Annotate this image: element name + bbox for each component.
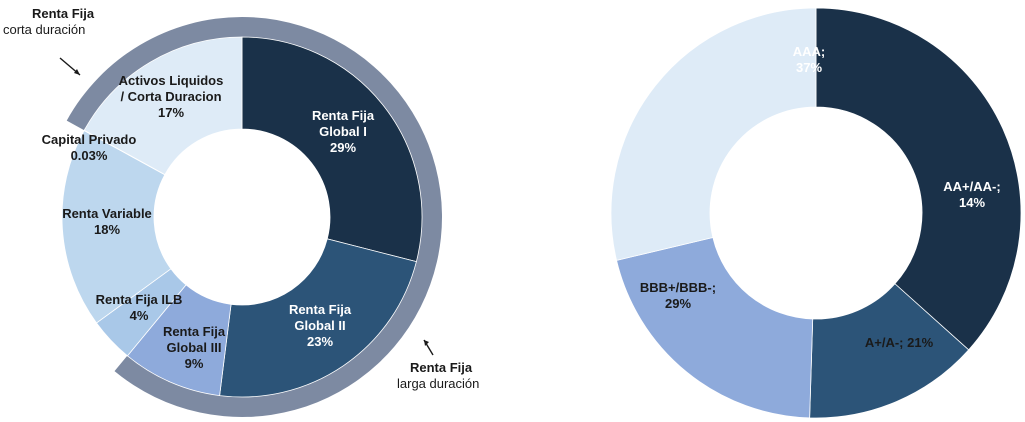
slice-bbb-bbb-3 (610, 7, 817, 261)
slice-label-line: 18% (94, 222, 120, 237)
outer-band-renta-fija-larga-duraci-n (114, 17, 442, 417)
slice-aaa-0 (815, 7, 1022, 351)
slice-activos-liquidos-6 (83, 36, 243, 176)
slice-label-aaa-0: AAA; 37% (793, 44, 826, 75)
slice-label-line: Renta Fija ILB (96, 292, 183, 307)
slice-label-line: 0.03% (71, 148, 108, 163)
slice-label-line: 29% (330, 140, 356, 155)
slice-label-line: 23% (307, 334, 333, 349)
slice-label-line: Renta Fija (289, 302, 352, 317)
slice-label-line: Global I (319, 124, 367, 139)
annotations: Renta Fija corta duración Renta Fija lar… (3, 6, 479, 391)
slice-label-line: Renta Variable (62, 206, 152, 221)
annotation-long-duration-title: Renta Fija (410, 360, 473, 375)
slice-label-line: 29% (665, 296, 691, 311)
slice-label-renta-fija-ilb-3: Renta Fija ILB 4% (96, 292, 183, 323)
slice-label-line: Renta Fija (163, 324, 226, 339)
slice-label-line: BBB+/BBB-; (640, 280, 716, 295)
slice-label-renta-fija-2: Renta Fija Global III 9% (163, 324, 226, 371)
slice-a-a-21-2 (616, 237, 814, 419)
slice-label-line: AA+/AA-; (943, 179, 1000, 194)
annotation-short-duration-subtitle: corta duración (3, 22, 85, 37)
outer-band-renta-fija-corta-duraci-n (66, 17, 242, 131)
slice-label-line: 17% (158, 105, 184, 120)
slice-label-line: Activos Liquidos (119, 73, 224, 88)
slice-renta-fija-0 (241, 36, 423, 263)
slice-label-activos-liquidos-6: Activos Liquidos / Corta Duracion 17% (119, 73, 224, 120)
credit-rating-donut: AAA; 37% AA+/AA-; 14% A+/A-; 21% BBB+/BBB-; 29… (610, 7, 1022, 419)
slice-label-line: 4% (130, 308, 149, 323)
slice-label-line: Renta Fija (312, 108, 375, 123)
annotation-long-duration-subtitle: larga duración (397, 376, 479, 391)
annotation-long-duration-arrowhead (424, 340, 429, 346)
slice-label-capital-privado-5: Capital Privado 0.03% (42, 132, 137, 163)
slice-label-aa-aa-1: AA+/AA-; 14% (943, 179, 1000, 210)
slice-label-renta-fija-0: Renta Fija Global I 29% (312, 108, 375, 155)
slice-label-line: / Corta Duracion (120, 89, 221, 104)
annotation-short-duration-arrowhead (74, 69, 80, 75)
slice-label-a-a-21-2: A+/A-; 21% (865, 335, 934, 350)
slice-label-line: Capital Privado (42, 132, 137, 147)
portfolio-allocation-donut: Renta Fija Global I 29%Renta Fija Global II… (42, 17, 442, 417)
slice-label-bbb-bbb-3: BBB+/BBB-; 29% (640, 280, 716, 311)
slice-label-line: AAA; (793, 44, 826, 59)
slice-renta-fija-1 (219, 238, 417, 398)
slice-label-line: 14% (959, 195, 985, 210)
slice-label-line: Global II (294, 318, 345, 333)
slice-label-line: 9% (185, 356, 204, 371)
slice-label-line: Global III (167, 340, 222, 355)
slice-label-renta-fija-1: Renta Fija Global II 23% (289, 302, 352, 349)
slice-label-line: 37% (796, 60, 822, 75)
slice-renta-variable-4 (61, 129, 172, 324)
annotation-short-duration-title: Renta Fija (32, 6, 95, 21)
slice-label-renta-variable-4: Renta Variable 18% (62, 206, 152, 237)
slice-label-line: A+/A-; 21% (865, 335, 934, 350)
